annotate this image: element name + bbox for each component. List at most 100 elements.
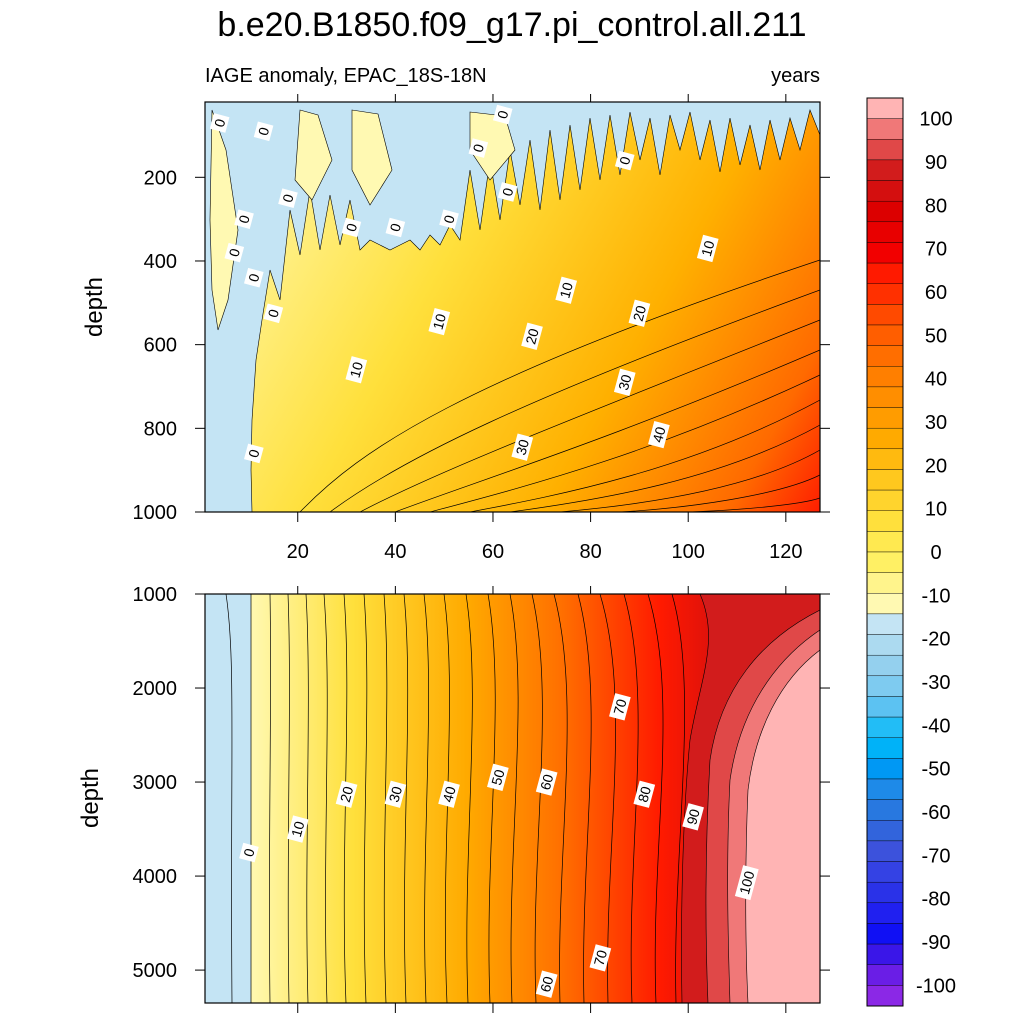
upper-contour-label: 10 xyxy=(428,307,451,336)
upper-contour-label-text: 0 xyxy=(499,186,517,198)
lower-contour-label-text: 0 xyxy=(240,847,258,859)
upper-yellow-island-1 xyxy=(209,109,239,331)
lower-contour-label: 60 xyxy=(535,768,558,796)
colorbar-frame xyxy=(866,97,904,1007)
colorbar-swatch xyxy=(866,180,904,202)
colorbar-swatch xyxy=(866,510,904,532)
lower-contour-label: 70 xyxy=(609,693,631,721)
colorbar-swatch xyxy=(866,118,904,140)
chart-subtitle-right: years xyxy=(771,65,820,87)
lower-y-tick-label: 1000 xyxy=(133,584,178,606)
colorbar-swatch xyxy=(866,200,904,223)
upper-contour-label-text: 0 xyxy=(494,109,512,121)
lower-contour-label: 70 xyxy=(589,944,612,972)
lower-contour-label-text: 80 xyxy=(635,784,655,803)
colorbar-swatch xyxy=(866,489,904,511)
colorbar-label: 50 xyxy=(925,325,947,347)
colorbar-label: -90 xyxy=(922,932,951,954)
upper-contour-label-text: 0 xyxy=(211,117,229,129)
upper-contour-label: 0 xyxy=(224,242,245,263)
lower-contour-label-box xyxy=(535,970,558,998)
upper-contour-label-text: 0 xyxy=(265,307,283,319)
colorbar-label: -70 xyxy=(922,845,951,867)
upper-contour-label-text: 0 xyxy=(387,221,405,233)
upper-contour-label: 0 xyxy=(614,150,635,171)
upper-y-tick-label: 800 xyxy=(144,418,177,440)
colorbar-swatch xyxy=(866,840,904,862)
colorbar-swatch xyxy=(866,366,904,388)
colorbar-swatch xyxy=(866,304,904,326)
lower-y-tick-label: 3000 xyxy=(133,772,178,794)
colorbar-swatch xyxy=(866,262,904,284)
upper-contour-label-text: 0 xyxy=(440,213,458,225)
lower-contour-label-box xyxy=(286,815,309,843)
upper-contour-label: 0 xyxy=(263,303,284,324)
upper-contour-label-box xyxy=(439,209,459,229)
upper-contour-label: 10 xyxy=(696,234,719,263)
upper-contour-label: 0 xyxy=(244,267,264,288)
upper-contour-label: 0 xyxy=(244,443,264,464)
upper-negative-region xyxy=(205,102,820,512)
colorbar-swatch xyxy=(866,881,904,904)
colorbar-swatch xyxy=(866,634,904,656)
upper-contour-label-text: 10 xyxy=(430,312,450,331)
upper-contour-label-box xyxy=(648,420,670,449)
upper-contour-label: 0 xyxy=(492,104,513,125)
upper-contour-label-text: 10 xyxy=(556,280,576,299)
upper-x-tick-label: 40 xyxy=(384,541,406,563)
upper-contour-label: 0 xyxy=(385,217,406,238)
colorbar-label: -80 xyxy=(922,889,951,911)
colorbar-label: -30 xyxy=(922,672,951,694)
colorbar-swatch xyxy=(866,551,904,573)
upper-yellow-island-2 xyxy=(294,109,333,201)
lower-pink-region xyxy=(745,649,820,1003)
upper-contour-label: 10 xyxy=(345,356,368,384)
upper-contour-label-box xyxy=(244,267,264,288)
upper-contour-label-text: 20 xyxy=(630,303,650,322)
upper-contour-label-box xyxy=(511,433,534,461)
lower-y-tick-label: 5000 xyxy=(133,960,178,982)
upper-contour-label-text: 0 xyxy=(235,213,253,225)
lower-contour-label-box xyxy=(682,803,704,831)
upper-contour-label-text: 0 xyxy=(245,272,263,284)
upper-contour-label-box xyxy=(385,217,406,238)
contour-labels: 0 0 0 0 0 0 0 0 0 0 0 0 0 0 0 10 10 10 10 20 20 30 30 40 0 10 20 30… xyxy=(209,104,759,998)
upper-contour-label-text: 20 xyxy=(522,326,542,345)
lower-contour-label-box xyxy=(384,780,407,808)
lower-contour-label-box xyxy=(335,780,358,808)
colorbar-swatch xyxy=(866,758,904,780)
colorbar-swatch xyxy=(866,448,904,470)
upper-contour-label-box xyxy=(492,104,513,125)
lower-contour-label: 20 xyxy=(335,780,358,808)
lower-contour-label-text: 10 xyxy=(288,819,308,838)
upper-contour-label-text: 40 xyxy=(649,425,669,444)
colorbar-swatch xyxy=(866,985,904,1007)
lower-contour-label: 80 xyxy=(633,780,656,808)
upper-contour-label-box xyxy=(628,299,651,327)
upper-contour-label-box xyxy=(497,182,518,202)
upper-contour-label-box xyxy=(614,150,635,171)
colorbar-swatch xyxy=(866,572,904,594)
lower-negative-band xyxy=(205,594,251,1003)
upper-contour-lines xyxy=(299,259,820,512)
lower-contour-label-box xyxy=(609,693,631,721)
upper-contour-label-box xyxy=(209,113,230,133)
upper-contour-label-box xyxy=(263,303,284,324)
upper-y-tick-label: 200 xyxy=(144,167,177,189)
upper-x-tick-label: 120 xyxy=(769,541,802,563)
upper-contour-label-box xyxy=(345,356,368,384)
upper-contour-label-text: 10 xyxy=(347,360,367,379)
colorbar-swatch xyxy=(866,242,904,264)
colorbar-label: 40 xyxy=(925,369,947,391)
upper-contour-label-text: 10 xyxy=(698,239,718,258)
colorbar-label: -40 xyxy=(922,715,951,737)
upper-contour-label-box xyxy=(696,234,719,263)
lower-contour-label-text: 90 xyxy=(683,807,703,826)
colorbar-swatch xyxy=(866,675,904,697)
colorbar-label: 80 xyxy=(925,195,947,217)
upper-y-tick-label: 1000 xyxy=(133,502,178,524)
upper-contour-label-text: 0 xyxy=(226,247,244,259)
